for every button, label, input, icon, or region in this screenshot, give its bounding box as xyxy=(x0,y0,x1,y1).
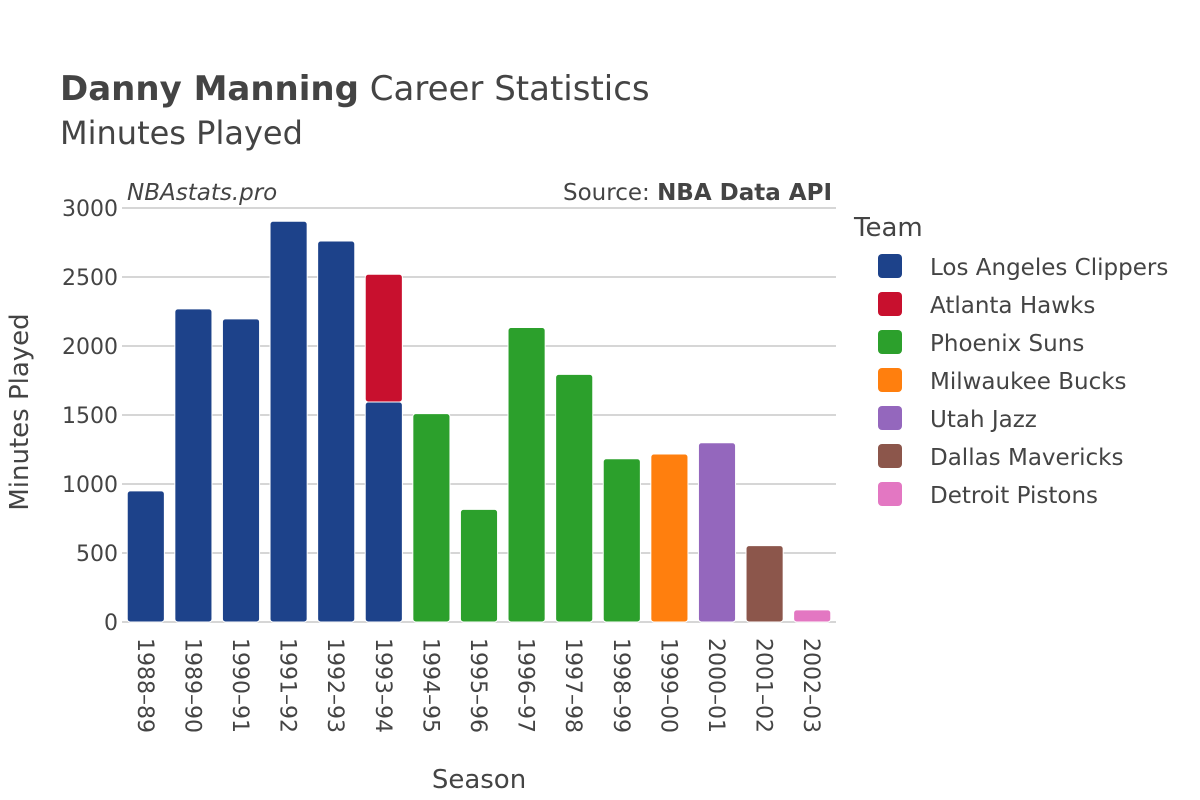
y-tick-label: 2500 xyxy=(62,266,118,291)
legend-swatch xyxy=(878,406,902,430)
legend-label: Atlanta Hawks xyxy=(930,293,1095,319)
legend-label: Dallas Mavericks xyxy=(930,445,1123,471)
y-tick-label: 0 xyxy=(104,611,118,636)
y-axis-title: Minutes Played xyxy=(5,313,35,510)
x-tick-label: 1994–95 xyxy=(417,638,442,733)
x-tick-label: 1997–98 xyxy=(560,638,585,733)
x-tick-label: 1988–89 xyxy=(132,638,157,733)
x-tick-label: 1999–00 xyxy=(655,638,680,733)
bar-los-angeles-clippers-1991–92 xyxy=(269,220,308,623)
bar-los-angeles-clippers-1992–93 xyxy=(317,240,356,623)
legend-swatch xyxy=(878,482,902,506)
x-tick-label: 1991–92 xyxy=(275,638,300,733)
x-tick-label: 1992–93 xyxy=(322,638,347,733)
bars xyxy=(126,220,832,623)
x-tick-label: 1996–97 xyxy=(513,638,538,733)
legend-label: Utah Jazz xyxy=(930,407,1037,433)
legend-swatch xyxy=(878,292,902,316)
chart-title-name: Danny Manning xyxy=(60,69,359,109)
x-axis-ticks: 1988–89 1989–90 1990–91 1991–92 1992–93 1993–… xyxy=(132,638,823,733)
legend-label: Los Angeles Clippers xyxy=(930,255,1168,281)
bar-dallas-mavericks-2001–02 xyxy=(745,545,784,623)
chart-subtitle: Minutes Played xyxy=(60,114,303,152)
legend-swatch xyxy=(878,330,902,354)
y-tick-label: 1000 xyxy=(62,473,118,498)
x-tick-label: 1989–90 xyxy=(179,638,204,733)
bar-atlanta-hawks-1993–94 xyxy=(364,273,403,403)
legend-swatch xyxy=(878,254,902,278)
bar-phoenix-suns-1998–99 xyxy=(602,458,641,623)
watermark: NBAstats.pro xyxy=(127,180,277,206)
legend-label: Milwaukee Bucks xyxy=(930,369,1127,395)
bar-los-angeles-clippers-1989–90 xyxy=(174,308,213,623)
y-tick-label: 500 xyxy=(76,542,118,567)
bar-los-angeles-clippers-1993–94 xyxy=(364,401,403,623)
legend: Team Los Angeles Clippers Atlanta Hawks Ph… xyxy=(853,213,1168,509)
legend-title: Team xyxy=(853,213,923,243)
legend-label: Phoenix Suns xyxy=(930,331,1084,357)
bar-phoenix-suns-1994–95 xyxy=(412,413,451,623)
x-tick-label: 2000–01 xyxy=(703,638,728,733)
source-name: NBA Data API xyxy=(657,180,832,206)
x-tick-label: 1995–96 xyxy=(465,638,490,733)
chart-title: Danny Manning Career Statistics xyxy=(60,69,650,109)
source-prefix: Source: xyxy=(563,180,657,206)
source-note: Source: NBA Data API xyxy=(563,180,832,206)
bar-utah-jazz-2000–01 xyxy=(697,442,737,623)
y-tick-label: 3000 xyxy=(62,197,118,222)
x-tick-label: 2001–02 xyxy=(751,638,776,733)
bar-phoenix-suns-1996–97 xyxy=(507,327,546,623)
bar-los-angeles-clippers-1988–89 xyxy=(126,490,165,623)
x-tick-label: 1990–91 xyxy=(227,638,252,733)
bar-los-angeles-clippers-1990–91 xyxy=(221,318,261,623)
x-tick-label: 1998–99 xyxy=(608,638,633,733)
legend-label: Detroit Pistons xyxy=(930,483,1098,509)
bar-detroit-pistons-2002–03 xyxy=(793,609,832,623)
x-tick-label: 1993–94 xyxy=(370,638,395,733)
y-axis-ticks: 0 500 1000 1500 2000 2500 3000 xyxy=(62,197,118,636)
y-tick-label: 2000 xyxy=(62,335,118,360)
legend-swatch xyxy=(878,444,902,468)
bar-phoenix-suns-1997–98 xyxy=(555,373,594,623)
bar-phoenix-suns-1995–96 xyxy=(459,508,499,623)
x-axis-title: Season xyxy=(432,765,526,795)
legend-swatch xyxy=(878,368,902,392)
bar-milwaukee-bucks-1999–00 xyxy=(650,453,689,623)
chart-title-rest: Career Statistics xyxy=(359,69,650,109)
y-tick-label: 1500 xyxy=(62,404,118,429)
x-tick-label: 2002–03 xyxy=(798,638,823,733)
